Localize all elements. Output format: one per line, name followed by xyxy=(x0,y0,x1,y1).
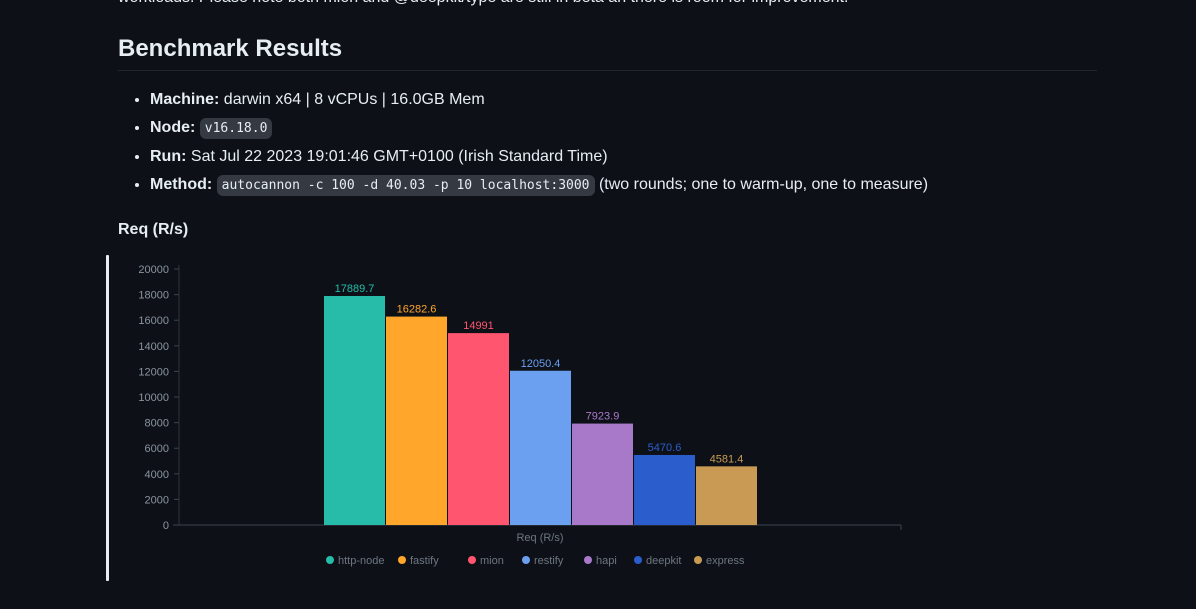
legend-label-deepkit: deepkit xyxy=(646,555,681,567)
legend-label-hapi: hapi xyxy=(596,555,617,567)
bar-mion xyxy=(448,333,509,525)
y-tick-label: 4000 xyxy=(145,469,169,481)
bar-value-label-express: 4581.4 xyxy=(710,453,744,465)
legend-swatch-http-node xyxy=(326,556,334,564)
blockquote-border xyxy=(106,255,109,581)
method-item: Method: autocannon -c 100 -d 40.03 -p 10… xyxy=(150,171,928,200)
y-tick-label: 14000 xyxy=(138,341,169,353)
legend-swatch-restify xyxy=(522,556,530,564)
y-tick-label: 18000 xyxy=(138,290,169,302)
x-axis-label: Req (R/s) xyxy=(516,532,563,544)
y-tick-label: 12000 xyxy=(138,366,169,378)
intro-paragraph: workloads. Please note both mion and @de… xyxy=(118,0,848,8)
legend-label-express: express xyxy=(706,555,745,567)
heading-divider xyxy=(118,70,1097,71)
bar-value-label-fastify: 16282.6 xyxy=(397,304,437,316)
legend-swatch-hapi xyxy=(584,556,592,564)
legend-swatch-mion xyxy=(468,556,476,564)
y-tick-label: 8000 xyxy=(145,418,169,430)
bar-hapi xyxy=(572,423,633,525)
benchmark-info-list: Machine: darwin x64 | 8 vCPUs | 16.0GB M… xyxy=(118,86,928,200)
y-tick-label: 20000 xyxy=(138,264,169,276)
method-command-code: autocannon -c 100 -d 40.03 -p 10 localho… xyxy=(216,175,595,196)
machine-item: Machine: darwin x64 | 8 vCPUs | 16.0GB M… xyxy=(150,86,928,114)
legend-swatch-express xyxy=(694,556,702,564)
node-label: Node: xyxy=(150,119,196,136)
node-version-code: v16.18.0 xyxy=(199,118,273,139)
y-tick-label: 6000 xyxy=(145,443,169,455)
legend-swatch-deepkit xyxy=(634,556,642,564)
run-item: Run: Sat Jul 22 2023 19:01:46 GMT+0100 (… xyxy=(150,143,928,171)
req-bar-chart: 0 2000 4000 6000 8000 10000 12000 14000 16000 180… xyxy=(138,264,902,567)
run-label: Run: xyxy=(150,148,187,165)
bar-deepkit xyxy=(634,454,695,525)
y-tick-label: 2000 xyxy=(145,494,169,506)
bar-express xyxy=(696,466,757,525)
y-tick-label: 10000 xyxy=(138,392,169,404)
bar-value-label-http-node: 17889.7 xyxy=(335,283,375,295)
method-label: Method: xyxy=(150,176,213,193)
bar-restify xyxy=(510,370,571,525)
node-item: Node: v16.18.0 xyxy=(150,114,928,143)
run-value: Sat Jul 22 2023 19:01:46 GMT+0100 (Irish… xyxy=(190,148,608,165)
legend-label-fastify: fastify xyxy=(410,555,439,567)
bar-value-label-restify: 12050.4 xyxy=(521,358,561,370)
y-tick-label: 0 xyxy=(163,520,169,532)
legend-label-restify: restify xyxy=(534,555,564,567)
benchmark-results-heading: Benchmark Results xyxy=(118,35,343,62)
legend-label-http-node: http-node xyxy=(338,555,384,567)
bar-value-label-mion: 14991 xyxy=(463,320,494,332)
machine-value: darwin x64 | 8 vCPUs | 16.0GB Mem xyxy=(223,91,485,108)
legend-label-mion: mion xyxy=(480,555,504,567)
method-note: (two rounds; one to warm-up, one to meas… xyxy=(598,176,929,193)
y-tick-label: 16000 xyxy=(138,315,169,327)
bar-fastify xyxy=(386,316,447,525)
legend-swatch-fastify xyxy=(398,556,406,564)
bar-http-node xyxy=(324,296,385,525)
bar-value-label-deepkit: 5470.6 xyxy=(648,442,682,454)
machine-label: Machine: xyxy=(150,91,220,108)
bar-value-label-hapi: 7923.9 xyxy=(586,411,620,423)
chart-heading: Req (R/s) xyxy=(118,221,189,238)
